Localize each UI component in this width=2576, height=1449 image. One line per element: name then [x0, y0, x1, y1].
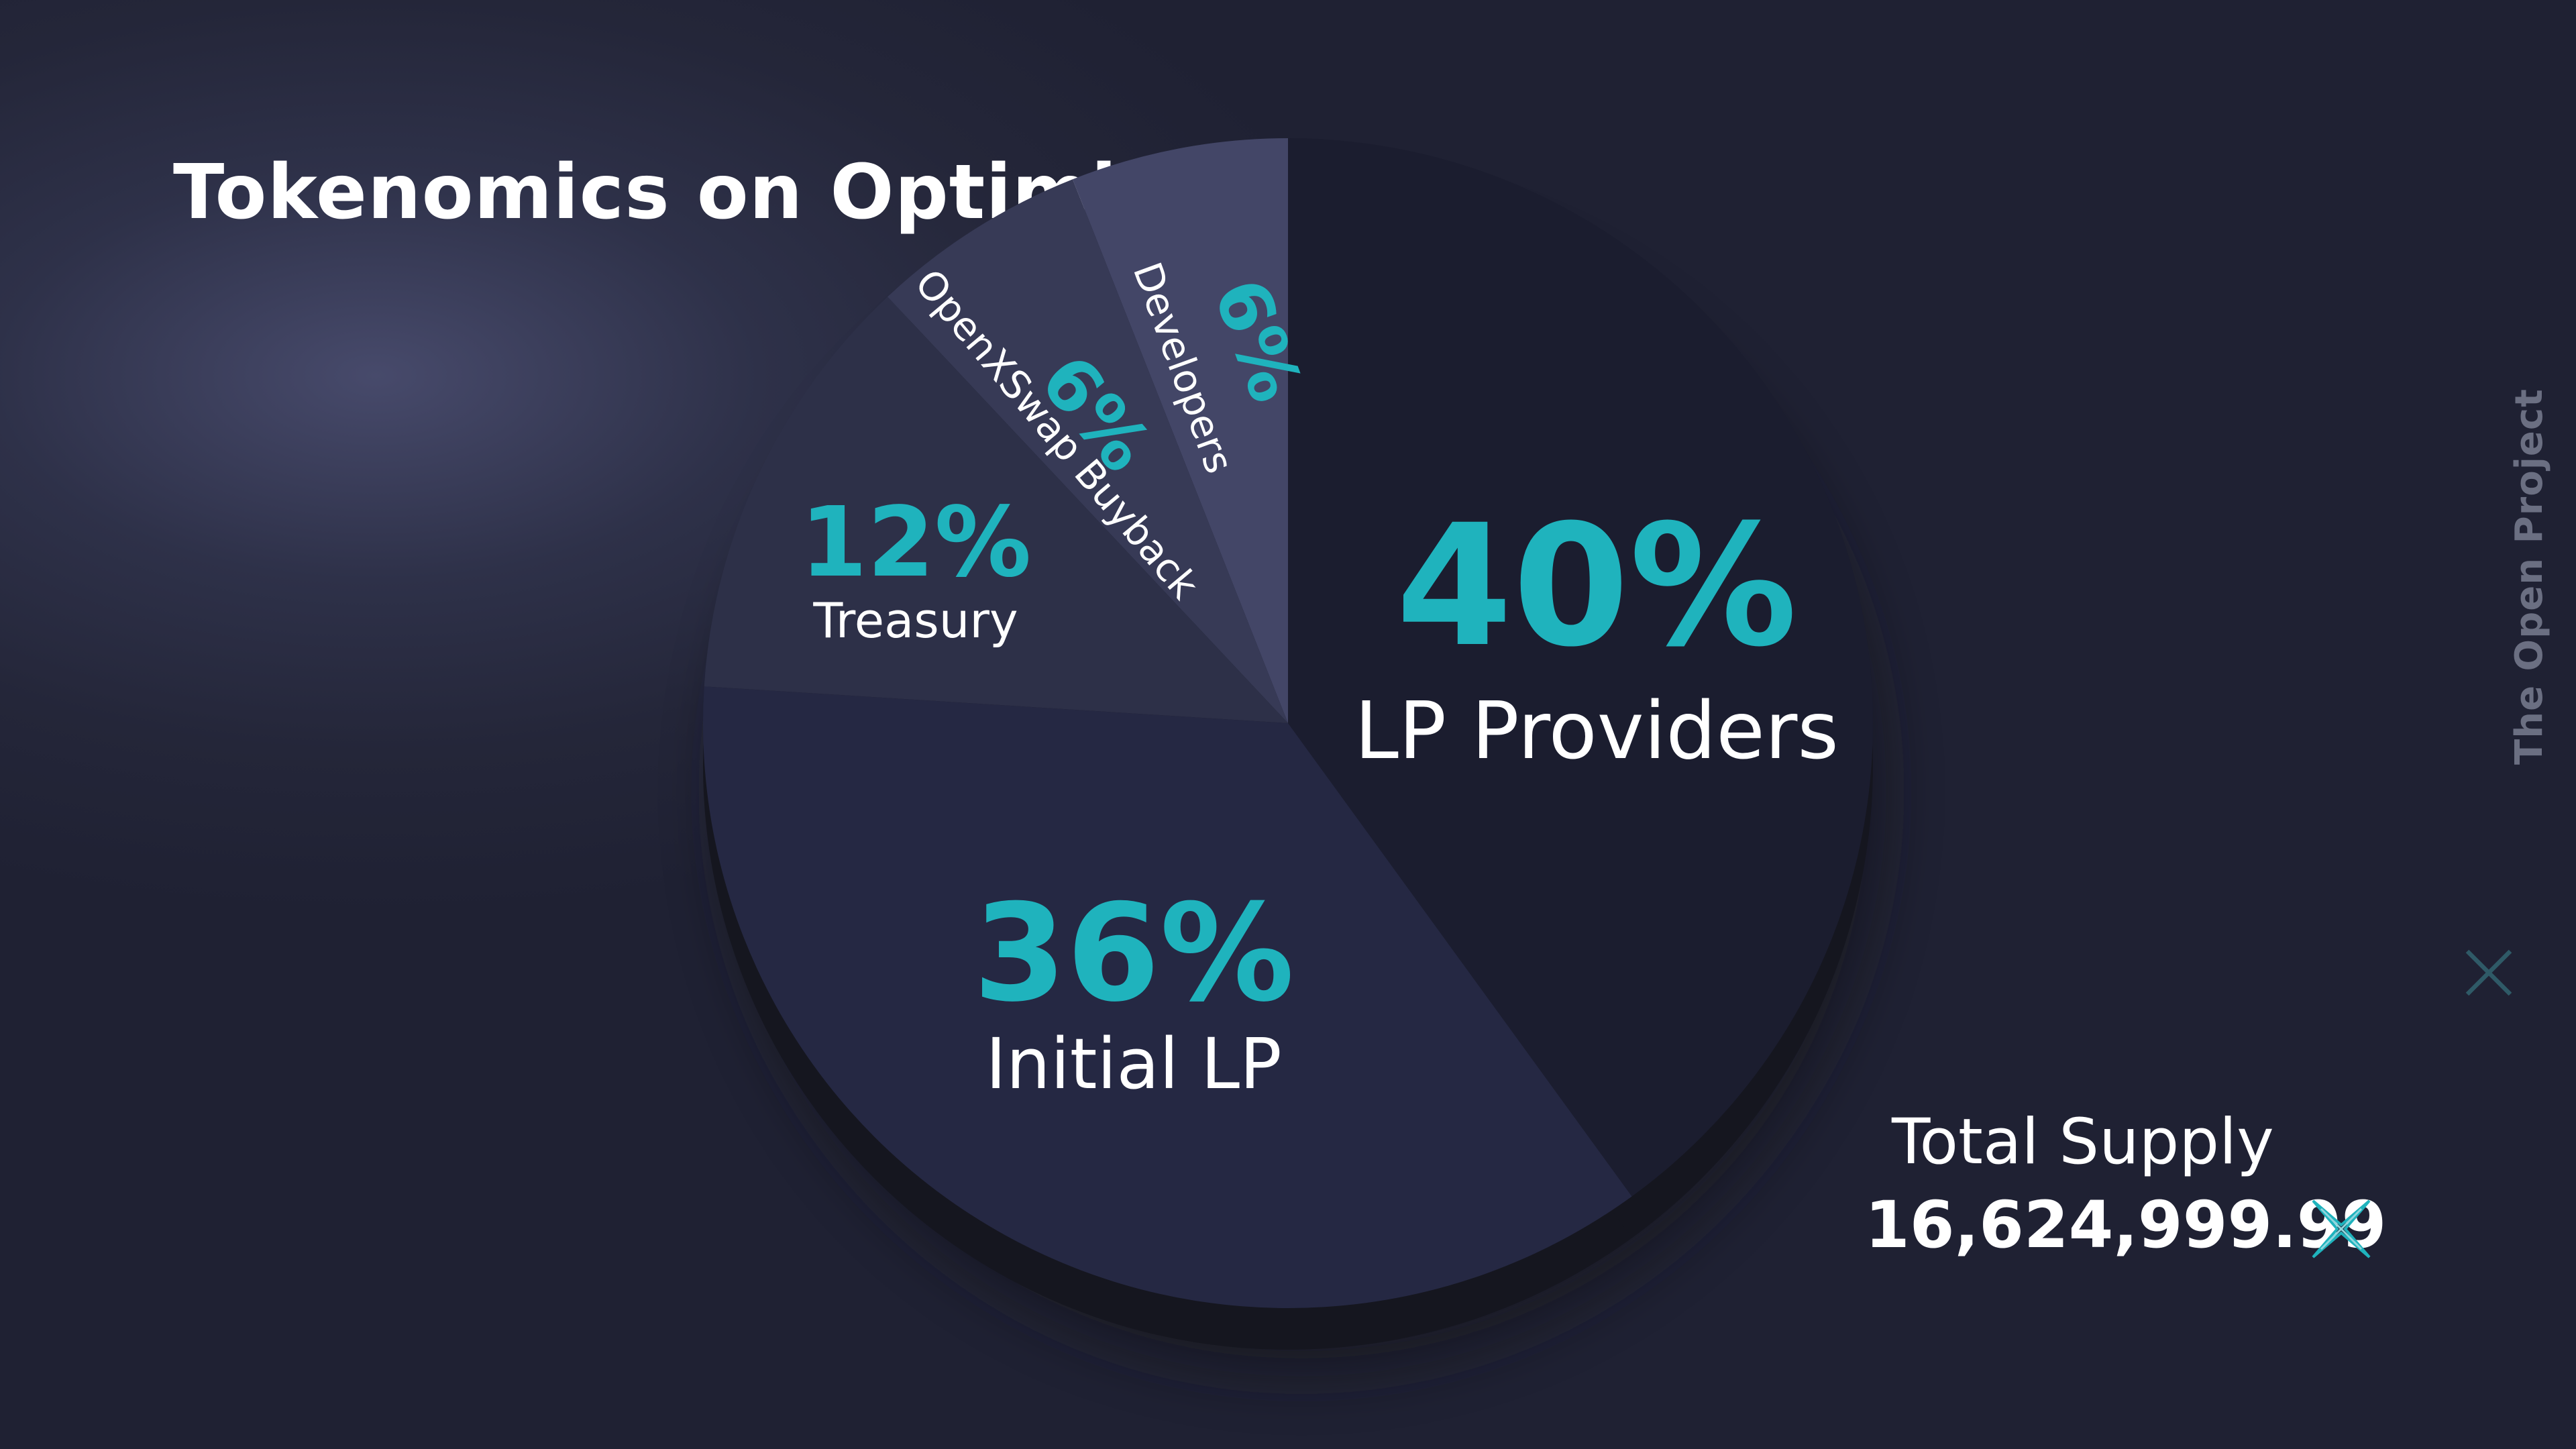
pie-slice-initial-lp — [703, 686, 1632, 1308]
x-logo-icon — [2312, 1199, 2371, 1258]
total-supply-label: Total Supply — [1892, 1106, 2274, 1179]
pie-slices — [703, 138, 1874, 1308]
slice-label-treasury: Treasury — [812, 592, 1018, 649]
pct-label-initial-lp: 36% — [973, 875, 1295, 1032]
total-supply-value: 16,624,999.99 — [1865, 1187, 2387, 1263]
pct-label-lp-providers: 40% — [1396, 488, 1797, 684]
pie-slice-developers — [1072, 138, 1288, 723]
pie-slice-openxswap-buyback — [888, 179, 1288, 724]
pie-slice-treasury — [704, 297, 1288, 723]
slice-label-lp-providers: LP Providers — [1354, 684, 1839, 777]
slice-label-initial-lp: Initial LP — [985, 1023, 1282, 1105]
brand-x-icon — [2465, 949, 2512, 996]
brand-text: The Open Project — [2508, 388, 2551, 765]
pie-slice-lp-providers — [1288, 138, 1874, 1197]
pct-label-treasury: 12% — [800, 486, 1032, 598]
